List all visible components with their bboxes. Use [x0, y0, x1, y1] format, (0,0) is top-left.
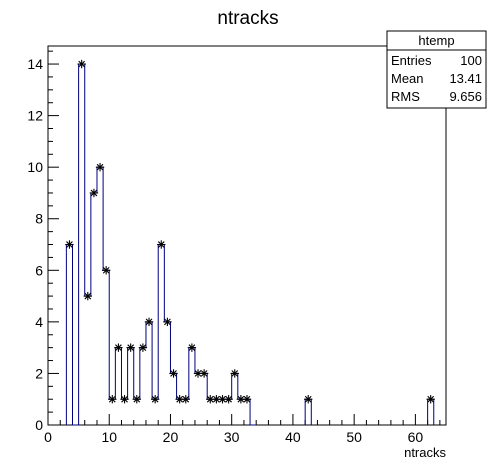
- data-point-marker: [163, 317, 172, 327]
- x-tick-label: 0: [44, 429, 52, 445]
- data-point-marker: [169, 369, 178, 378]
- histogram-line: [65, 63, 435, 426]
- x-tick-label: 50: [346, 429, 362, 445]
- x-tick-label: 20: [163, 429, 179, 445]
- data-point-marker: [236, 395, 246, 404]
- data-point-marker: [108, 395, 117, 404]
- data-point-marker: [230, 369, 239, 378]
- data-point-marker: [132, 395, 141, 404]
- data-point-marker: [242, 395, 252, 404]
- stats-entries-value: 100: [460, 53, 482, 68]
- data-point-marker: [206, 395, 215, 404]
- data-point-marker: [199, 369, 209, 378]
- data-point-marker: [426, 395, 435, 404]
- data-point-marker: [150, 395, 160, 404]
- x-tick-label: 10: [101, 429, 117, 445]
- chart-title: ntracks: [217, 8, 278, 29]
- data-point-marker: [77, 59, 86, 69]
- data-point-marker: [187, 343, 197, 352]
- data-point-marker: [95, 162, 105, 172]
- y-tick-label: 14: [27, 56, 43, 72]
- x-axis: 0 10 20 30 40 50 60: [44, 414, 441, 445]
- data-point-marker: [114, 343, 123, 352]
- y-tick-label: 8: [35, 211, 43, 227]
- data-point-marker: [89, 188, 99, 198]
- data-point-marker: [83, 291, 92, 301]
- x-tick-label: 40: [285, 429, 301, 445]
- data-point-marker: [120, 395, 129, 404]
- data-point-marker: [181, 395, 190, 404]
- data-point-marker: [126, 343, 135, 352]
- x-tick-label: 30: [224, 429, 240, 445]
- stats-entries-label: Entries: [391, 53, 432, 68]
- y-tick-label: 12: [27, 108, 43, 124]
- data-point-marker: [157, 240, 166, 249]
- data-markers: [65, 59, 435, 404]
- data-point-marker: [304, 395, 313, 404]
- x-axis-title: ntracks: [404, 445, 446, 460]
- plot-frame: [47, 45, 447, 426]
- data-point-marker: [65, 240, 74, 249]
- stats-box: htemp Entries 100 Mean 13.41 RMS 9.656: [386, 30, 487, 109]
- data-point-marker: [101, 266, 111, 275]
- x-tick-label: 60: [408, 429, 424, 445]
- stats-mean-label: Mean: [391, 71, 424, 86]
- data-point-marker: [144, 317, 154, 327]
- stats-mean-value: 13.41: [449, 71, 482, 86]
- y-tick-label: 2: [35, 365, 43, 381]
- y-axis: 0 2 4 6 8 10 12 14: [27, 50, 59, 433]
- stats-rms-value: 9.656: [449, 89, 482, 104]
- y-tick-label: 6: [35, 262, 43, 278]
- stats-box-frame: [386, 30, 487, 109]
- data-point-marker: [224, 395, 233, 404]
- y-tick-label: 0: [35, 417, 43, 433]
- stats-box-title: htemp: [418, 33, 454, 48]
- stats-rms-label: RMS: [391, 89, 420, 104]
- y-tick-label: 10: [27, 159, 43, 175]
- y-tick-label: 4: [35, 314, 43, 330]
- data-point-marker: [138, 343, 148, 352]
